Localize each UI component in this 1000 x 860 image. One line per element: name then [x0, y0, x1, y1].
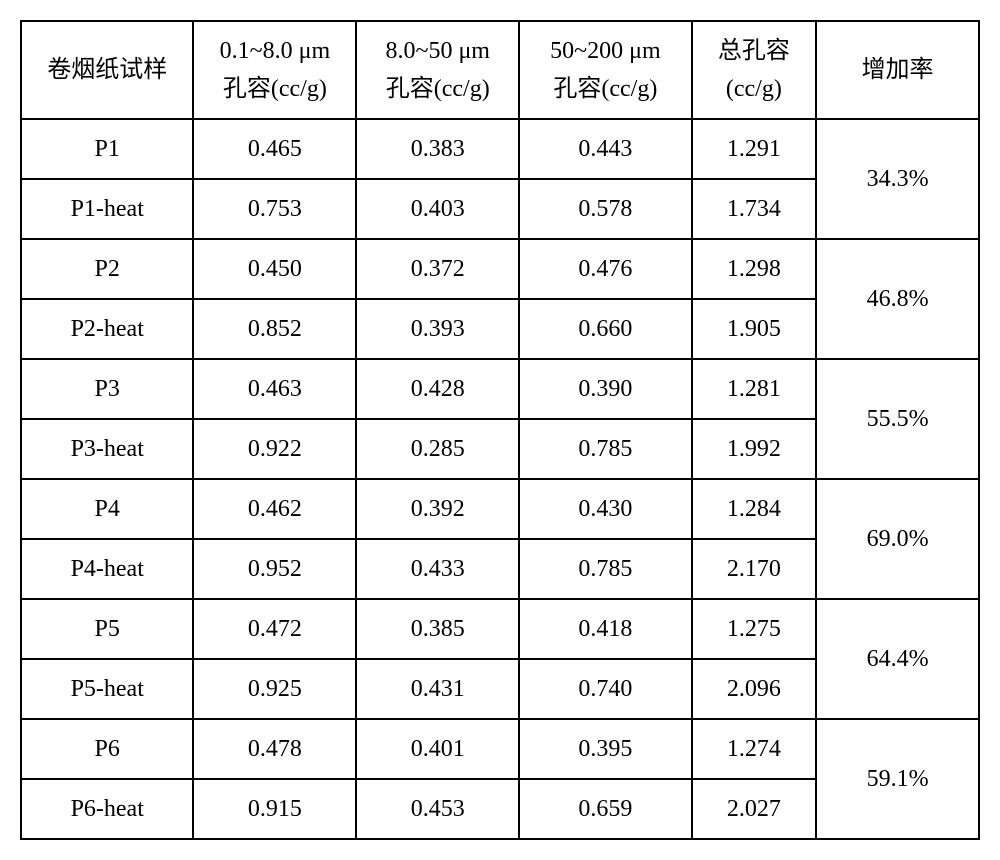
- cell-sample: P3: [21, 359, 193, 419]
- cell-r2: 0.431: [356, 659, 519, 719]
- cell-r3: 0.578: [519, 179, 691, 239]
- col-header-range3: 50~200 μm 孔容(cc/g): [519, 21, 691, 119]
- table-row: P5 0.472 0.385 0.418 1.275 64.4%: [21, 599, 979, 659]
- col-header-range3-line2: 孔容(cc/g): [520, 70, 690, 108]
- col-header-range1: 0.1~8.0 μm 孔容(cc/g): [193, 21, 356, 119]
- cell-r2: 0.372: [356, 239, 519, 299]
- cell-total: 1.905: [692, 299, 817, 359]
- cell-rate: 59.1%: [816, 719, 979, 839]
- cell-sample: P1: [21, 119, 193, 179]
- table-row: P4 0.462 0.392 0.430 1.284 69.0%: [21, 479, 979, 539]
- table-body: P1 0.465 0.383 0.443 1.291 34.3% P1-heat…: [21, 119, 979, 839]
- cell-total: 1.992: [692, 419, 817, 479]
- cell-rate: 55.5%: [816, 359, 979, 479]
- col-header-range1-line1: 0.1~8.0 μm: [194, 32, 355, 70]
- cell-r1: 0.478: [193, 719, 356, 779]
- cell-r3: 0.443: [519, 119, 691, 179]
- cell-r1: 0.922: [193, 419, 356, 479]
- col-header-total-line2: (cc/g): [693, 70, 816, 108]
- cell-r1: 0.915: [193, 779, 356, 839]
- cell-r1: 0.465: [193, 119, 356, 179]
- cell-sample: P1-heat: [21, 179, 193, 239]
- col-header-rate: 增加率: [816, 21, 979, 119]
- table-row: P6 0.478 0.401 0.395 1.274 59.1%: [21, 719, 979, 779]
- table-row: P1 0.465 0.383 0.443 1.291 34.3%: [21, 119, 979, 179]
- cell-total: 2.170: [692, 539, 817, 599]
- col-header-range2-line1: 8.0~50 μm: [357, 32, 518, 70]
- cell-sample: P5-heat: [21, 659, 193, 719]
- cell-sample: P4: [21, 479, 193, 539]
- cell-r3: 0.476: [519, 239, 691, 299]
- cell-r1: 0.462: [193, 479, 356, 539]
- table-header-row: 卷烟纸试样 0.1~8.0 μm 孔容(cc/g) 8.0~50 μm 孔容(c…: [21, 21, 979, 119]
- cell-r3: 0.390: [519, 359, 691, 419]
- cell-total: 2.027: [692, 779, 817, 839]
- cell-total: 1.298: [692, 239, 817, 299]
- table-row: P2 0.450 0.372 0.476 1.298 46.8%: [21, 239, 979, 299]
- col-header-range2: 8.0~50 μm 孔容(cc/g): [356, 21, 519, 119]
- pore-volume-table: 卷烟纸试样 0.1~8.0 μm 孔容(cc/g) 8.0~50 μm 孔容(c…: [20, 20, 980, 840]
- cell-r2: 0.392: [356, 479, 519, 539]
- cell-r2: 0.393: [356, 299, 519, 359]
- cell-r1: 0.852: [193, 299, 356, 359]
- cell-rate: 69.0%: [816, 479, 979, 599]
- cell-total: 2.096: [692, 659, 817, 719]
- col-header-sample: 卷烟纸试样: [21, 21, 193, 119]
- cell-r2: 0.428: [356, 359, 519, 419]
- cell-sample: P4-heat: [21, 539, 193, 599]
- cell-r1: 0.753: [193, 179, 356, 239]
- cell-r3: 0.395: [519, 719, 691, 779]
- col-header-total: 总孔容 (cc/g): [692, 21, 817, 119]
- col-header-range3-line1: 50~200 μm: [520, 32, 690, 70]
- cell-r1: 0.472: [193, 599, 356, 659]
- cell-sample: P6: [21, 719, 193, 779]
- cell-sample: P5: [21, 599, 193, 659]
- col-header-range1-line2: 孔容(cc/g): [194, 70, 355, 108]
- cell-r2: 0.433: [356, 539, 519, 599]
- col-header-range2-line2: 孔容(cc/g): [357, 70, 518, 108]
- cell-r3: 0.660: [519, 299, 691, 359]
- cell-r3: 0.418: [519, 599, 691, 659]
- cell-r1: 0.450: [193, 239, 356, 299]
- cell-r2: 0.383: [356, 119, 519, 179]
- cell-rate: 46.8%: [816, 239, 979, 359]
- cell-r2: 0.453: [356, 779, 519, 839]
- cell-sample: P6-heat: [21, 779, 193, 839]
- cell-r1: 0.925: [193, 659, 356, 719]
- cell-sample: P2-heat: [21, 299, 193, 359]
- cell-r1: 0.952: [193, 539, 356, 599]
- cell-total: 1.284: [692, 479, 817, 539]
- cell-r3: 0.659: [519, 779, 691, 839]
- cell-sample: P3-heat: [21, 419, 193, 479]
- cell-total: 1.291: [692, 119, 817, 179]
- cell-r3: 0.430: [519, 479, 691, 539]
- cell-r3: 0.785: [519, 539, 691, 599]
- cell-r3: 0.785: [519, 419, 691, 479]
- cell-r2: 0.401: [356, 719, 519, 779]
- cell-total: 1.274: [692, 719, 817, 779]
- cell-r2: 0.385: [356, 599, 519, 659]
- cell-r3: 0.740: [519, 659, 691, 719]
- cell-total: 1.275: [692, 599, 817, 659]
- cell-rate: 34.3%: [816, 119, 979, 239]
- cell-r1: 0.463: [193, 359, 356, 419]
- table-row: P3 0.463 0.428 0.390 1.281 55.5%: [21, 359, 979, 419]
- cell-rate: 64.4%: [816, 599, 979, 719]
- col-header-total-line1: 总孔容: [693, 32, 816, 70]
- cell-total: 1.734: [692, 179, 817, 239]
- cell-total: 1.281: [692, 359, 817, 419]
- cell-r2: 0.285: [356, 419, 519, 479]
- cell-sample: P2: [21, 239, 193, 299]
- cell-r2: 0.403: [356, 179, 519, 239]
